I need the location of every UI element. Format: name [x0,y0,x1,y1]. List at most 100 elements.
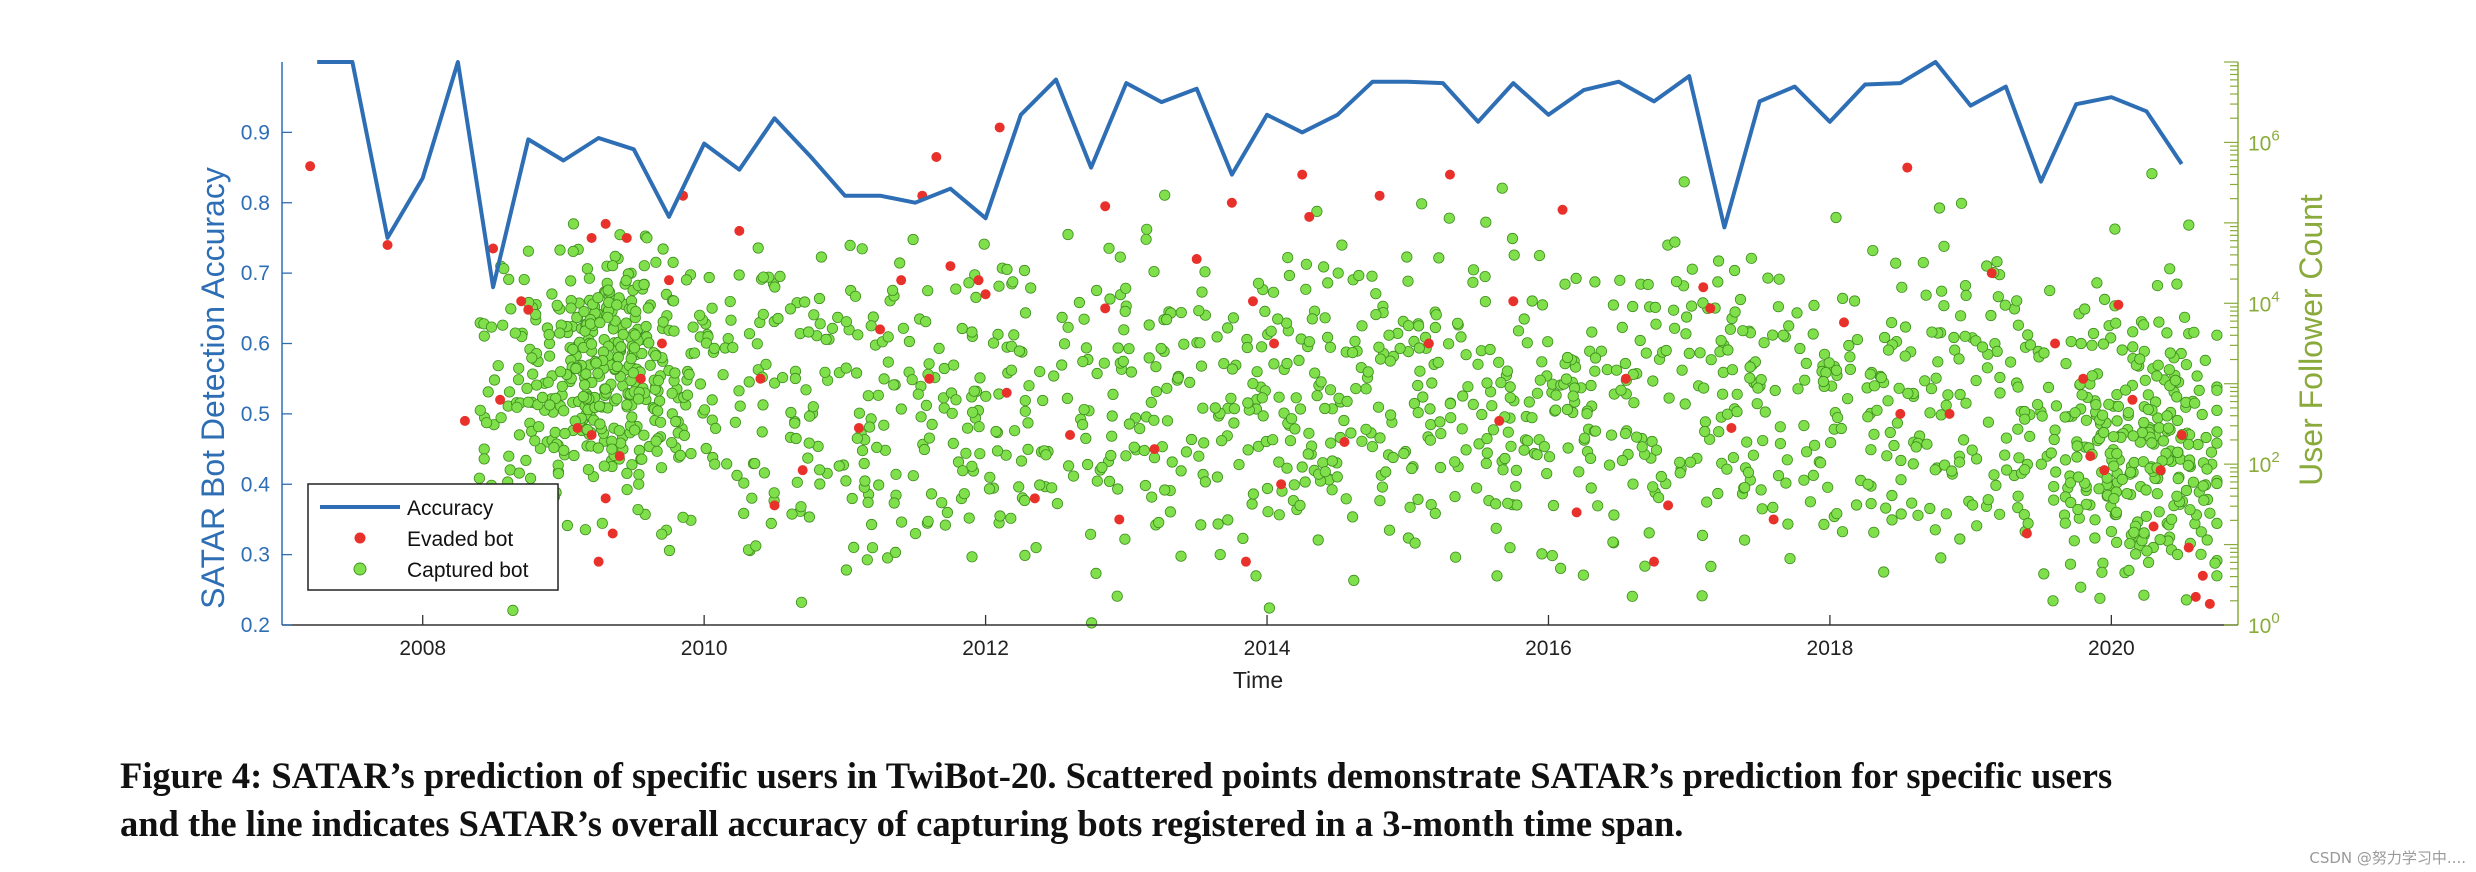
captured-bot-point [2022,517,2034,530]
captured-bot-point [1103,475,1116,487]
captured-bot-point [774,270,786,282]
captured-bot-point [706,394,718,406]
captured-bot-point [871,441,883,453]
captured-bot-point [1924,502,1936,515]
evaded-bot-point [1276,479,1287,490]
captured-bot-point [1643,527,1655,539]
captured-bot-point [1319,466,1331,478]
captured-bot-point [1222,322,1234,334]
captured-bot-point [1341,395,1353,407]
captured-bot-point [2111,415,2123,427]
captured-bot-point [1929,524,1941,536]
captured-bot-point [1920,289,1932,301]
captured-bot-point [1592,500,1604,512]
captured-bot-point [2209,557,2221,569]
captured-bot-point [963,277,975,289]
captured-bot-point [2075,337,2087,350]
captured-bot-point [1981,362,1994,374]
captured-bot-point [1567,390,1579,402]
captured-bot-point [957,465,969,477]
captured-bot-point [1306,313,1318,325]
captured-bot-point [2093,483,2105,495]
captured-bot-point [2108,431,2120,443]
captured-bot-point [1744,372,1756,384]
captured-bot-point [958,488,970,500]
captured-bot-point [882,331,894,343]
captured-bot-point [1362,366,1374,378]
captured-bot-point [1030,541,1042,554]
captured-bot-point [2201,534,2213,546]
captured-bot-point [1098,357,1110,369]
captured-bot-point [1890,257,1902,269]
captured-bot-point [495,412,507,424]
captured-bot-point [1452,317,1464,329]
legend-evaded-swatch [354,532,366,544]
captured-bot-point [567,343,579,355]
captured-bot-point [640,320,652,333]
captured-bot-point [746,492,758,504]
captured-bot-point [2071,440,2083,452]
captured-bot-point [1480,457,1492,469]
evaded-bot-point [1191,254,1202,265]
captured-bot-point [1573,466,1585,478]
captured-bot-point [2154,533,2166,546]
captured-bot-point [626,459,638,471]
captured-bot-point [2189,397,2201,409]
captured-bot-point [733,269,745,281]
captured-bot-point [1008,329,1020,341]
evaded-bot-point [663,275,674,286]
captured-bot-point [1634,334,1646,347]
captured-bot-point [1867,245,1879,257]
captured-bot-point [1501,365,1514,377]
captured-bot-point [1153,516,1165,529]
captured-bot-point [1653,491,1665,504]
evaded-bot-point [2148,521,2159,532]
captured-bot-point [966,460,978,472]
captured-bot-point [1832,411,1844,424]
captured-bot-point [1886,489,1898,502]
captured-bot-point [1356,435,1368,447]
captured-bot-point [1375,353,1387,365]
captured-bot-point [960,447,972,459]
evaded-bot-point [1494,415,1505,426]
captured-bot-point [554,244,566,256]
captured-bot-point [2138,589,2150,601]
captured-bot-point [813,292,826,305]
captured-bot-point [1585,482,1597,494]
captured-bot-point [1429,321,1442,334]
captured-bot-point [1120,282,1132,294]
captured-bot-point [888,379,900,391]
captured-bot-point [542,376,554,388]
captured-bot-point [1561,403,1574,416]
captured-bot-point [543,350,556,362]
captured-bot-point [2171,278,2183,290]
captured-bot-point [1383,329,1395,341]
captured-bot-point [2157,435,2169,447]
captured-bot-point [1731,388,1743,400]
captured-bot-point [1019,394,1031,407]
captured-bot-point [1394,342,1406,354]
captured-bot-point [1346,346,1359,359]
captured-bot-point [1550,404,1562,416]
captured-bot-point [2211,477,2223,490]
evaded-bot-point [1149,444,1160,455]
captured-bot-point [1348,574,1360,587]
captured-bot-point [1290,392,1302,404]
captured-bot-point [580,368,592,380]
captured-bot-point [1273,509,1285,521]
captured-bot-point [1721,463,1733,475]
captured-bot-point [856,243,868,255]
captured-bot-point [1724,323,1737,335]
captured-bot-point [850,367,863,379]
evaded-bot-point [2078,373,2089,384]
evaded-bot-point [1304,211,1315,222]
captured-bot-point [578,379,591,391]
captured-bot-point [1570,272,1582,284]
captured-bot-point [668,325,680,337]
captured-bot-point [1930,372,1942,384]
captured-bot-point [1647,481,1659,493]
captured-bot-point [1895,454,1907,467]
captured-bot-point [1091,284,1103,297]
evaded-bot-point [1114,514,1125,525]
captured-bot-point [1331,471,1343,483]
